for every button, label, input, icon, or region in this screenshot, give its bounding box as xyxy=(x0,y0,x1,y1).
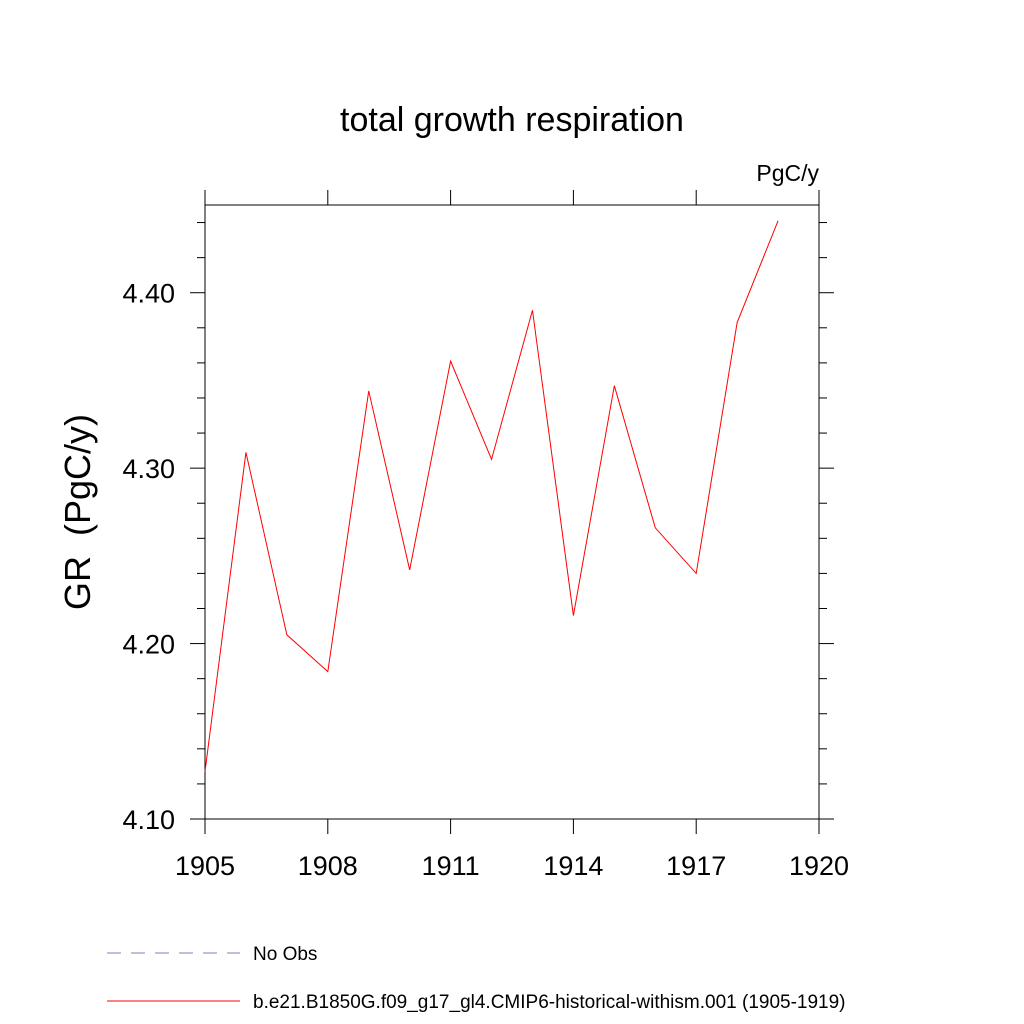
y-tick-label: 4.40 xyxy=(122,279,175,309)
x-tick-label: 1917 xyxy=(666,851,726,881)
axis-ticks xyxy=(190,190,834,834)
series-lines xyxy=(204,220,779,772)
y-tick-label: 4.30 xyxy=(122,454,175,484)
x-tick-label: 1911 xyxy=(422,851,480,881)
units-label: PgC/y xyxy=(756,160,819,186)
legend-label: b.e21.B1850G.f09_g17_gl4.CMIP6-historica… xyxy=(253,992,846,1013)
legend: No Obs b.e21.B1850G.f09_g17_gl4.CMIP6-his… xyxy=(107,944,846,1013)
y-tick-label: 4.20 xyxy=(122,630,175,660)
axis-tick-labels: 1905 1908 1911 1914 1917 1920 4.10 4.20 4.30 4.40 xyxy=(122,279,849,881)
legend-label: No Obs xyxy=(253,944,317,965)
plot-frame xyxy=(204,204,820,820)
y-tick-label: 4.10 xyxy=(122,805,175,835)
x-tick-label: 1908 xyxy=(298,851,358,881)
y-axis-label: GR (PgC/y) xyxy=(57,414,98,610)
x-tick-label: 1905 xyxy=(175,851,235,881)
series-line xyxy=(204,220,779,772)
chart-title: total growth respiration xyxy=(340,101,684,139)
x-tick-label: 1920 xyxy=(789,851,849,881)
x-tick-label: 1914 xyxy=(543,851,603,881)
